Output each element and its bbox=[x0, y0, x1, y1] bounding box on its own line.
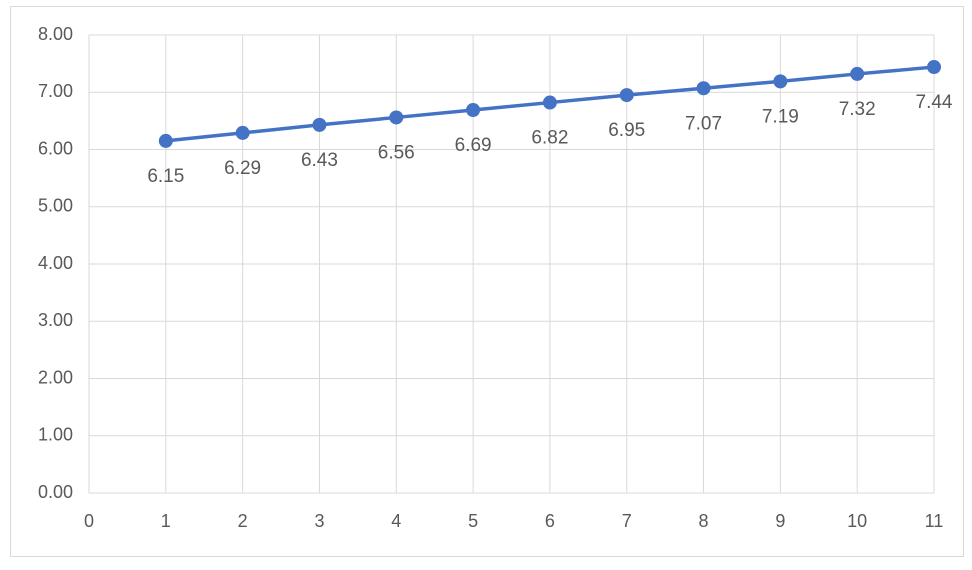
y-tick-label: 2.00 bbox=[38, 367, 73, 387]
data-label: 6.69 bbox=[455, 135, 492, 156]
data-point bbox=[542, 95, 557, 110]
data-label: 6.29 bbox=[224, 158, 261, 179]
data-point bbox=[696, 81, 711, 96]
y-tick-label: 3.00 bbox=[38, 310, 73, 330]
data-label: 6.56 bbox=[378, 142, 415, 163]
data-label: 7.19 bbox=[762, 106, 799, 127]
data-label: 6.95 bbox=[608, 120, 645, 141]
data-label: 6.82 bbox=[531, 128, 568, 149]
y-tick-label: 5.00 bbox=[38, 196, 73, 216]
chart-border bbox=[10, 6, 964, 557]
y-tick-label: 1.00 bbox=[38, 425, 73, 445]
y-tick-label: 8.00 bbox=[38, 24, 73, 44]
x-tick-label: 8 bbox=[699, 511, 709, 531]
x-tick-label: 6 bbox=[545, 511, 555, 531]
x-tick-label: 5 bbox=[468, 511, 478, 531]
data-point bbox=[312, 117, 327, 132]
x-tick-label: 3 bbox=[314, 511, 324, 531]
y-tick-label: 7.00 bbox=[38, 81, 73, 101]
data-point bbox=[158, 133, 173, 148]
data-label: 7.07 bbox=[685, 113, 722, 134]
y-tick-label: 4.00 bbox=[38, 253, 73, 273]
x-tick-label: 4 bbox=[391, 511, 401, 531]
data-label: 7.44 bbox=[916, 92, 953, 113]
x-tick-label: 1 bbox=[161, 511, 171, 531]
data-point bbox=[619, 88, 634, 103]
x-tick-label: 9 bbox=[775, 511, 785, 531]
y-tick-label: 0.00 bbox=[38, 482, 73, 502]
data-point bbox=[927, 60, 941, 75]
data-point bbox=[850, 66, 865, 81]
x-tick-label: 2 bbox=[238, 511, 248, 531]
x-tick-label: 0 bbox=[84, 511, 94, 531]
x-tick-label: 7 bbox=[622, 511, 632, 531]
data-point bbox=[466, 102, 481, 117]
data-label: 6.43 bbox=[301, 150, 338, 171]
data-label: 7.32 bbox=[839, 99, 876, 120]
data-point bbox=[389, 110, 404, 125]
x-tick-label: 11 bbox=[925, 511, 944, 531]
data-point bbox=[235, 125, 250, 140]
x-tick-label: 10 bbox=[847, 511, 867, 531]
y-tick-label: 6.00 bbox=[38, 138, 73, 158]
data-point bbox=[773, 74, 788, 89]
data-label: 6.15 bbox=[147, 166, 184, 187]
